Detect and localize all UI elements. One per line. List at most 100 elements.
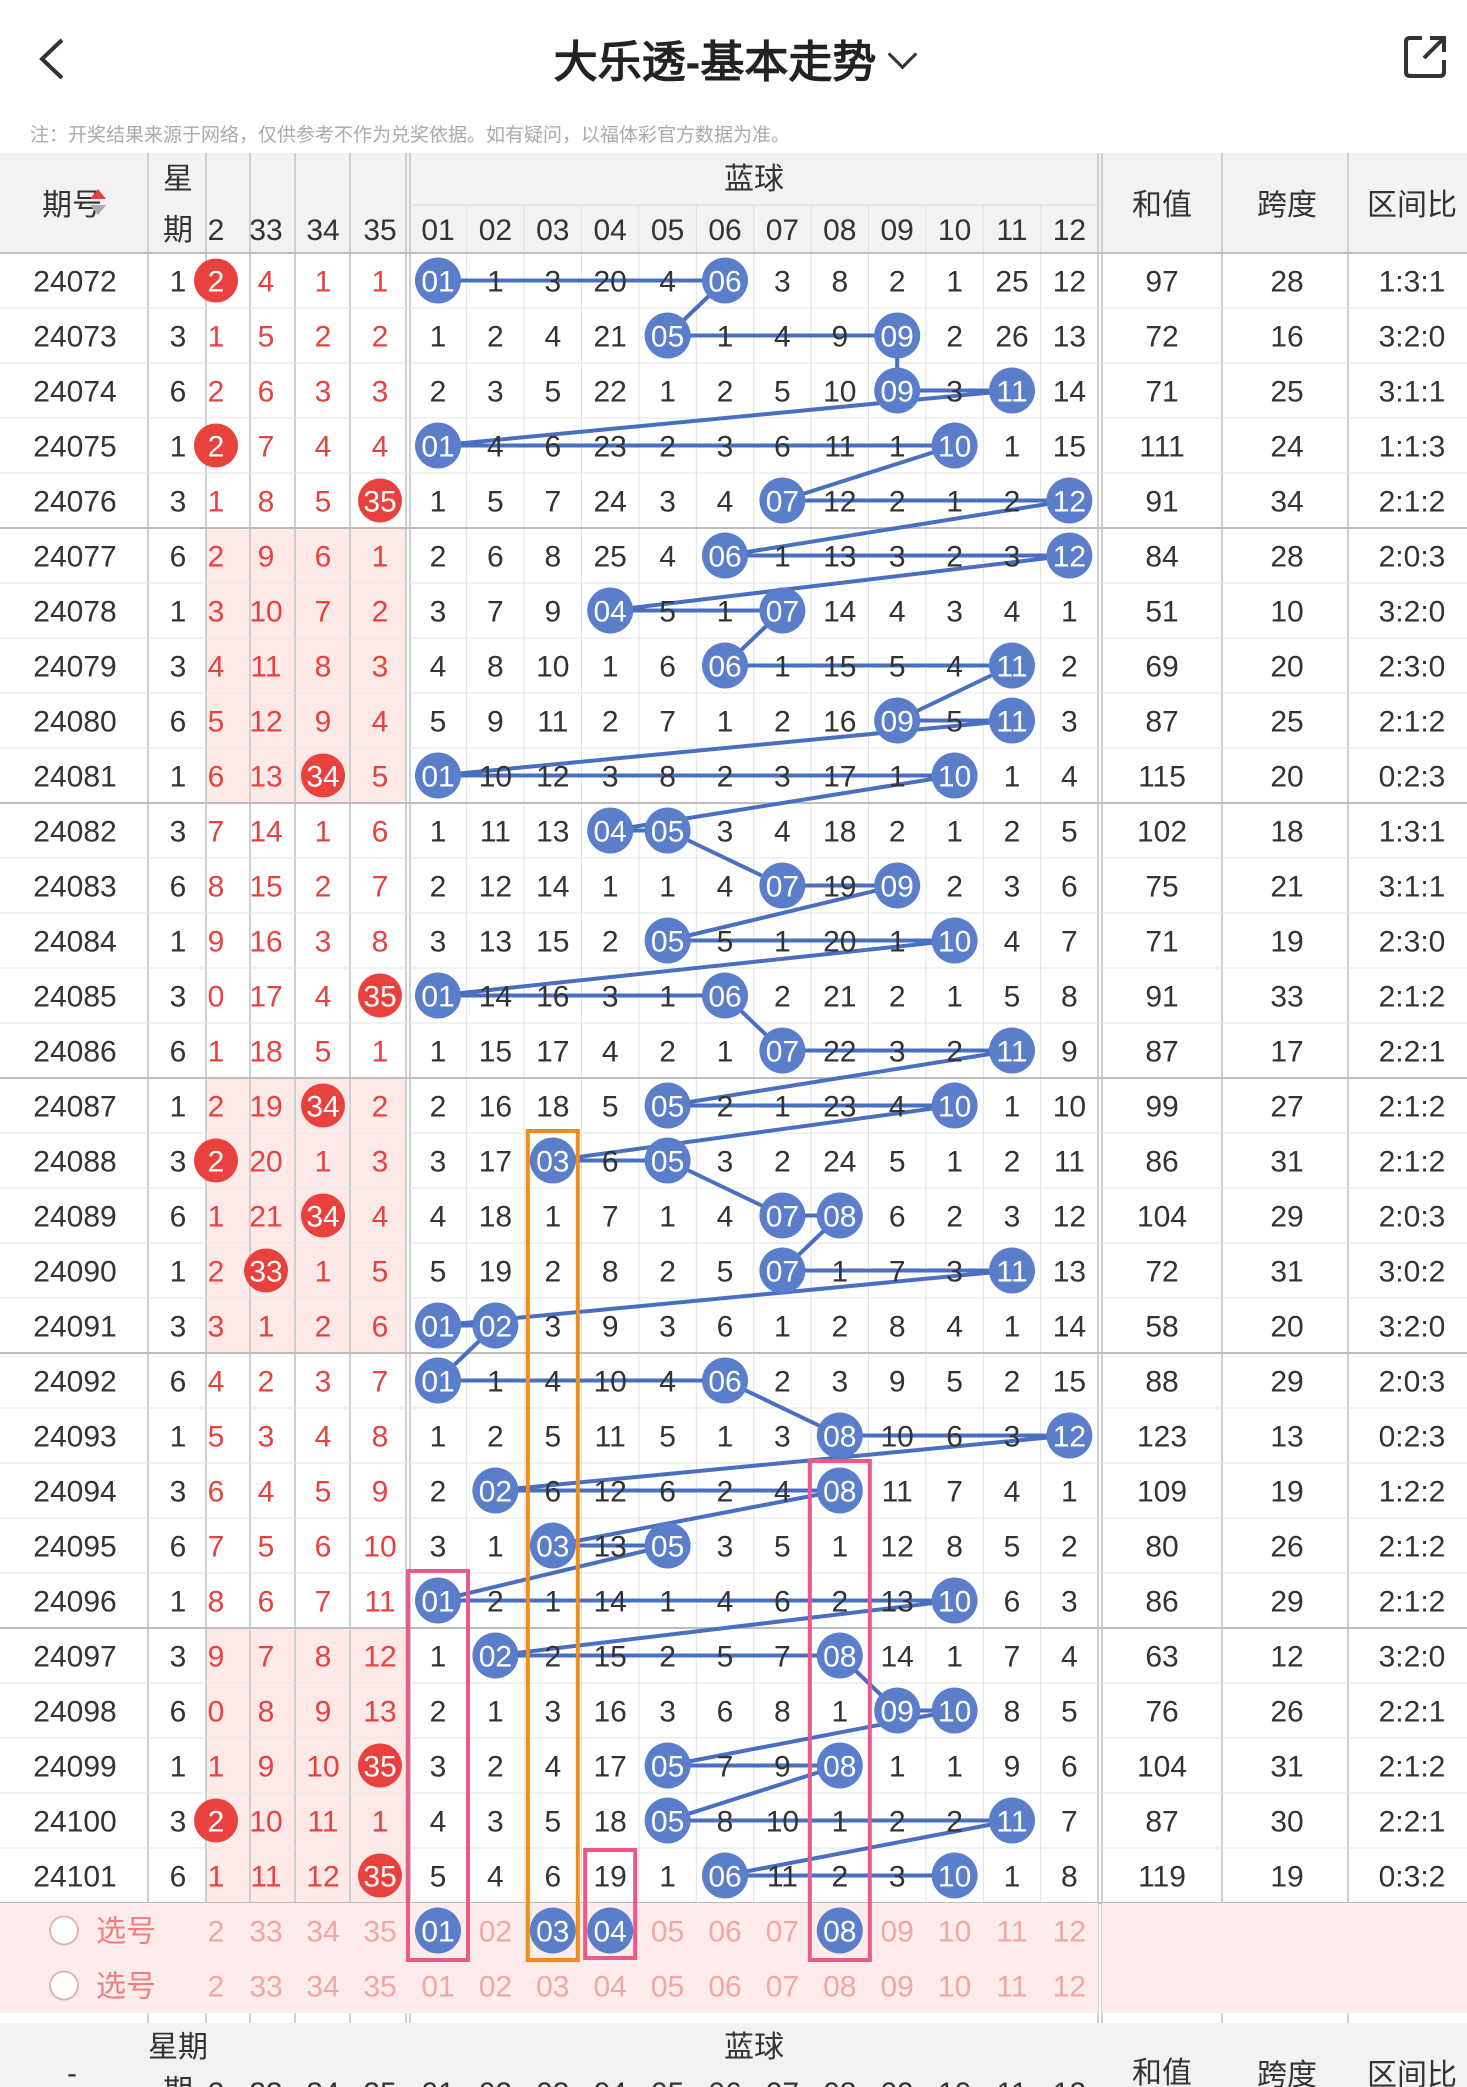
blue-miss-count: 19 — [594, 1861, 627, 1894]
select-blue-number[interactable]: 08 — [823, 1916, 856, 1949]
select-blue-number[interactable]: 06 — [708, 1916, 741, 1949]
red-miss-count: 11 — [250, 651, 281, 684]
select-blue-number[interactable]: 03 — [536, 1971, 569, 2004]
blue-miss-count: 1 — [487, 1366, 504, 1399]
blue-miss-count: 1 — [946, 1751, 963, 1784]
sum-value: 80 — [1145, 1531, 1178, 1564]
span-value: 16 — [1270, 321, 1303, 354]
weekday: 6 — [170, 1861, 187, 1894]
footer-blue-header: 蓝球 — [724, 2031, 784, 2064]
sum-value: 88 — [1145, 1366, 1178, 1399]
select-blue-number[interactable]: 09 — [881, 1916, 914, 1949]
share-button[interactable] — [1400, 32, 1450, 82]
blue-ball-number: 05 — [651, 321, 684, 354]
red-miss-count: 6 — [258, 376, 275, 409]
select-blue-number[interactable]: 12 — [1053, 1916, 1086, 1949]
select-blue-number[interactable]: 11 — [996, 1971, 1027, 2004]
blue-miss-count: 11 — [595, 1421, 626, 1454]
select-blue-number[interactable]: 04 — [594, 1971, 627, 2004]
blue-ball-number: 05 — [651, 1531, 684, 1564]
table-row: 24092 6 4 2 3 7 01 1 4 10 4 06 2 3 9 5 2 15 88 29 2:0:3 — [33, 1357, 1445, 1404]
blue-miss-count: 3 — [946, 596, 963, 629]
blue-miss-count: 9 — [602, 1311, 619, 1344]
select-blue-number[interactable]: 07 — [766, 1971, 799, 2004]
blue-miss-count: 14 — [823, 596, 856, 629]
select-red-number[interactable]: 33 — [249, 1971, 282, 2004]
blue-ball-hit — [415, 752, 461, 799]
select-blue-number[interactable]: 10 — [938, 1916, 971, 1949]
select-checkbox[interactable] — [49, 1915, 79, 1946]
blue-miss-count: 3 — [659, 1311, 676, 1344]
select-blue-number[interactable]: 10 — [938, 1971, 971, 2004]
red-miss-count: 7 — [372, 1366, 389, 1399]
red-miss-count: 21 — [249, 1201, 282, 1234]
back-button[interactable] — [32, 34, 72, 84]
span-value: 25 — [1270, 376, 1303, 409]
blue-miss-count: 5 — [946, 706, 963, 739]
select-blue-number[interactable]: 05 — [651, 1971, 684, 2004]
blue-miss-count: 2 — [1061, 1531, 1078, 1564]
red-miss-count: 3 — [372, 651, 389, 684]
sum-value: 71 — [1145, 926, 1178, 959]
red-miss-count: 5 — [208, 1421, 225, 1454]
blue-miss-count: 15 — [1053, 1366, 1086, 1399]
blue-miss-count: 4 — [717, 871, 734, 904]
trend-line — [781, 443, 956, 503]
blue-miss-count: 1 — [487, 1696, 504, 1729]
select-red-number[interactable]: 35 — [363, 1916, 396, 1949]
table-row: 24074 6 2 6 3 3 2 3 5 22 1 2 5 10 09 3 11 14 71 25 3:1:1 — [33, 367, 1446, 414]
ratio-value: 3:1:1 — [1379, 376, 1446, 409]
blue-ball-number: 01 — [421, 981, 454, 1014]
blue-miss-count: 3 — [774, 761, 791, 794]
weekday: 1 — [170, 431, 187, 464]
blue-ball-hit — [989, 367, 1035, 414]
select-blue-number[interactable]: 01 — [421, 1971, 454, 2004]
select-red-number[interactable]: 34 — [306, 1971, 339, 2004]
select-blue-number[interactable]: 02 — [479, 1916, 512, 1949]
select-blue-number[interactable]: 07 — [766, 1916, 799, 1949]
blue-miss-count: 9 — [889, 1366, 906, 1399]
blue-miss-count: 5 — [1004, 981, 1021, 1014]
red-area-bg — [206, 1463, 406, 1518]
blue-miss-count: 1 — [1004, 761, 1021, 794]
select-blue-number[interactable]: 06 — [708, 1971, 741, 2004]
blue-miss-count: 7 — [774, 1641, 791, 1674]
select-red-number[interactable]: 2 — [208, 1916, 225, 1949]
blue-miss-count: 1 — [774, 1091, 791, 1124]
red-miss-count: 3 — [315, 376, 332, 409]
blue-miss-count: 1 — [487, 266, 504, 299]
red-miss-count: 2 — [208, 541, 225, 574]
red-miss-count: 3 — [208, 596, 225, 629]
blue-miss-count: 5 — [717, 926, 734, 959]
blue-ball-hit — [644, 1522, 691, 1569]
select-red-number[interactable]: 33 — [249, 1916, 282, 1949]
red-area-bg — [206, 1298, 406, 1353]
select-blue-number[interactable]: 09 — [881, 1971, 914, 2004]
select-blue-number[interactable]: 03 — [536, 1916, 569, 1949]
red-area-bg — [206, 1683, 406, 1738]
select-checkbox[interactable] — [49, 1970, 79, 2001]
red-area-bg — [206, 913, 406, 968]
blue-miss-count: 1 — [430, 486, 447, 519]
blue-miss-count: 2 — [487, 321, 504, 354]
select-red-number[interactable]: 34 — [306, 1916, 339, 1949]
select-blue-number[interactable]: 04 — [594, 1916, 627, 1949]
select-blue-number[interactable]: 01 — [421, 1916, 454, 1949]
ratio-value: 1:2:2 — [1379, 1476, 1446, 1509]
select-blue-number[interactable]: 11 — [996, 1916, 1027, 1949]
red-miss-count: 13 — [363, 1696, 396, 1729]
blue-miss-count: 17 — [536, 1036, 569, 1069]
select-blue-number[interactable]: 05 — [651, 1916, 684, 1949]
select-blue-number[interactable]: 08 — [823, 1971, 856, 2004]
select-blue-number[interactable]: 12 — [1053, 1971, 1086, 2004]
select-red-number[interactable]: 35 — [363, 1971, 396, 2004]
blue-miss-count: 6 — [544, 1861, 561, 1894]
select-blue-number[interactable]: 02 — [479, 1971, 512, 2004]
page-title[interactable]: 大乐透-基本走势 — [0, 26, 1467, 90]
table-row: 24084 1 9 16 3 8 3 13 15 2 05 5 1 20 1 10 4 7 71 19 2:3:0 — [33, 917, 1445, 964]
highlight-box-pink — [406, 1569, 470, 1962]
blue-miss-count: 22 — [823, 1036, 856, 1069]
select-red-number[interactable]: 2 — [208, 1971, 225, 2004]
table-row: 24072 1 2 4 1 1 01 1 3 20 4 06 3 8 2 1 25 12 97 28 1:3:1 — [33, 257, 1445, 304]
red-miss-count: 7 — [258, 1641, 275, 1674]
